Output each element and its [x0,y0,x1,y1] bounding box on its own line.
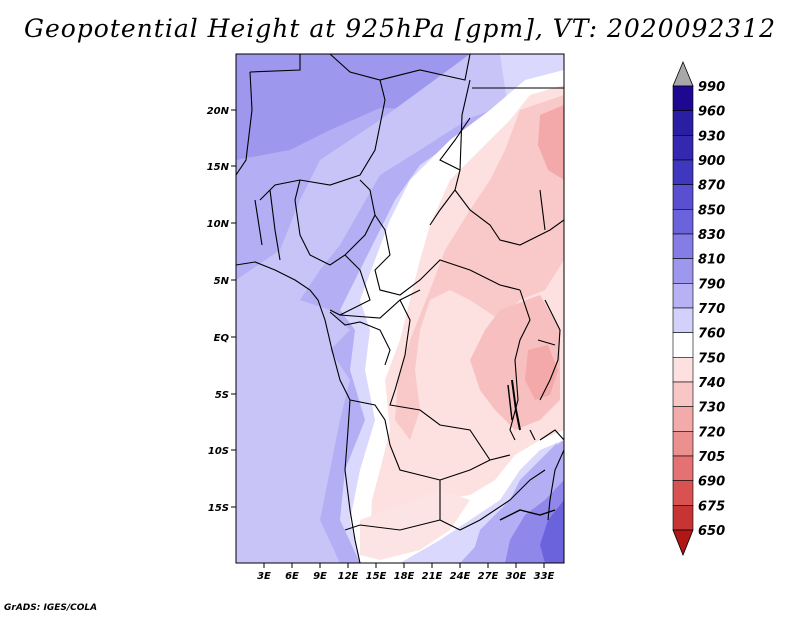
lat-tick-label: EQ [214,333,230,344]
colorbar-label: 960 [698,105,725,120]
colorbar-swatch [672,233,694,259]
colorbar-label: 830 [698,228,725,243]
map-frame [235,53,565,564]
country-borders [236,54,564,563]
colorbar-swatch [672,184,694,210]
lon-tick-label: 30E [506,571,527,582]
lat-tick-label: 15N [207,162,230,173]
colorbar-label: 990 [698,80,725,95]
chart-title: Geopotential Height at 925hPa [gpm], VT:… [23,14,777,43]
colorbar-label: 730 [698,401,725,416]
lon-tick-label: 9E [313,571,327,582]
colorbar-label: 650 [698,524,725,539]
colorbar-label: 870 [698,179,725,194]
colorbar-label: 750 [698,351,725,366]
colorbar-swatch [672,431,694,457]
colorbar-arrow-bottom [672,529,694,557]
colorbar-label: 675 [698,499,725,514]
colorbar-swatch [672,258,694,284]
colorbar-swatch [672,209,694,235]
lat-tick-label: 10S [208,446,229,457]
colorbar-label: 720 [698,425,725,440]
field-730-lakes [525,345,558,400]
colorbar-label: 850 [698,203,725,218]
colorbar-swatch [672,357,694,383]
lon-tick-label: 3E [257,571,271,582]
colorbar-arrow-top [672,60,694,87]
colorbar-swatch [672,381,694,407]
credit-text: GrADS: IGES/COLA [4,603,98,613]
lon-axis: 3E 6E 9E 12E 15E 18E 21E 24E 27E 30E 33E [257,563,555,582]
field-790 [236,54,564,563]
lon-tick-label: 27E [478,571,499,582]
colorbar-label: 705 [698,450,725,465]
lat-tick-label: 10N [207,219,230,230]
lon-tick-label: 21E [422,571,443,582]
colorbar-label: 900 [698,154,725,169]
height-field [236,54,564,563]
colorbar-swatch [672,283,694,309]
colorbar-swatch [672,135,694,161]
field-740 [395,95,564,440]
lat-axis: 20N 15N 10N 5N EQ 5S 10S 15S [207,106,236,514]
lon-tick-label: 15E [366,571,387,582]
colorbar-swatch [672,85,694,111]
colorbar-swatch [672,455,694,481]
colorbar-swatch [672,480,694,506]
colorbar-label: 690 [698,475,725,490]
field-750-s [360,490,470,560]
colorbar: 990 960 930 900 870 850 830 810 790 770 760 750 740 7… [672,60,725,557]
colorbar-label: 770 [698,302,725,317]
colorbar-label: 930 [698,129,725,144]
field-830 [236,54,470,160]
field-730-ne [538,105,564,180]
lon-tick-label: 33E [534,571,555,582]
lat-tick-label: 15S [208,503,229,514]
colorbar-swatch [672,159,694,185]
lat-tick-label: 20N [207,106,230,117]
lon-tick-label: 24E [450,571,471,582]
colorbar-label: 740 [698,376,725,391]
colorbar-label: 790 [698,277,725,292]
field-850-se [540,500,564,563]
colorbar-swatch [672,110,694,136]
lat-tick-label: 5S [215,390,229,401]
lon-tick-label: 18E [394,571,415,582]
colorbar-swatch [672,406,694,432]
colorbar-label: 760 [698,327,725,342]
colorbar-swatch [672,307,694,333]
lon-tick-label: 12E [338,571,359,582]
colorbar-swatch [672,332,694,358]
lon-tick-label: 6E [285,571,299,582]
colorbar-swatch [672,505,694,531]
colorbar-label: 810 [698,253,725,268]
lat-tick-label: 5N [214,276,230,287]
